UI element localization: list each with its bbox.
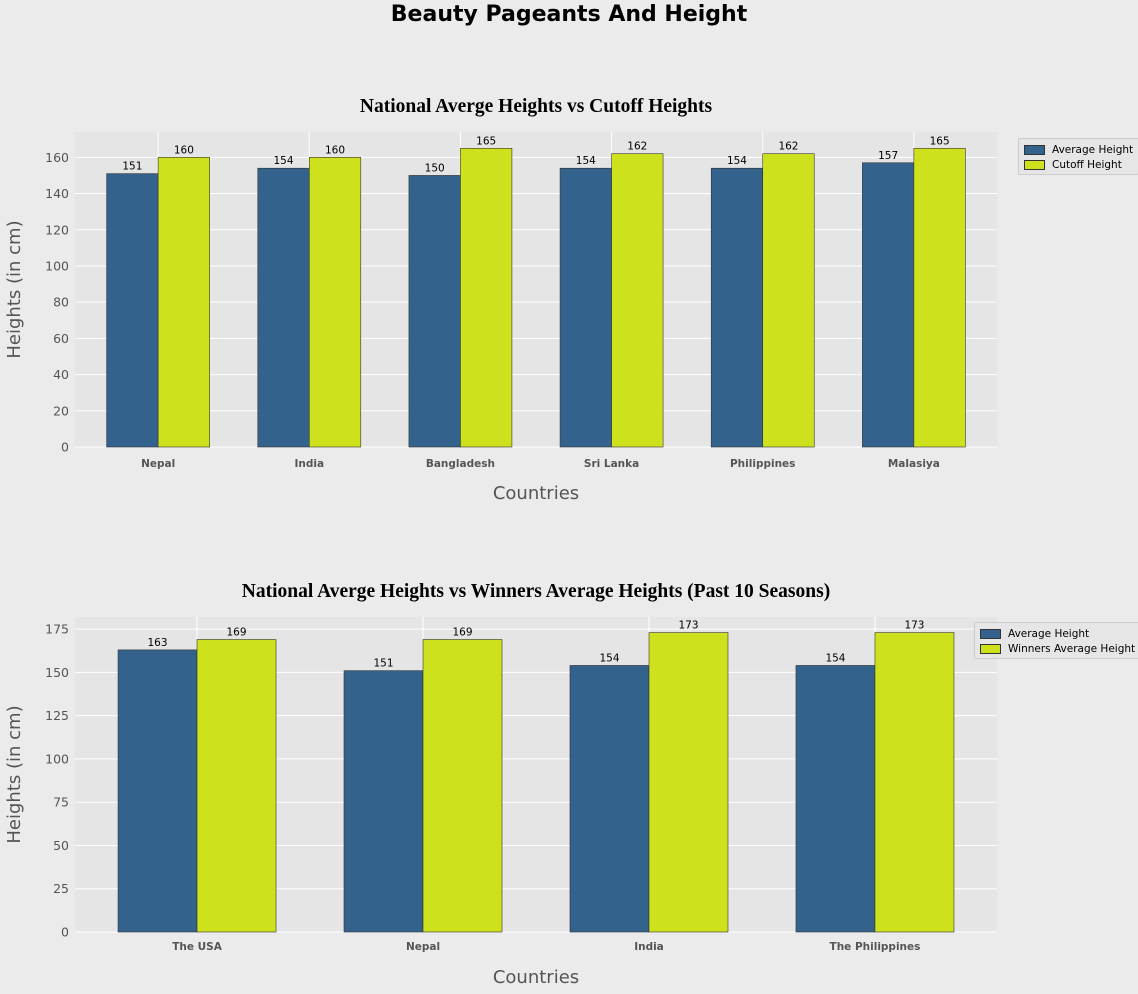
bar-value-label: 169	[227, 627, 247, 639]
chart-title: National Averge Heights vs Cutoff Height…	[360, 96, 713, 117]
y-tick-label: 40	[53, 367, 69, 382]
bar-value-label: 154	[576, 155, 596, 167]
y-tick-label: 50	[53, 838, 69, 853]
x-axis-label: Countries	[493, 483, 579, 504]
bar	[762, 153, 815, 448]
x-tick-label: India	[634, 941, 664, 953]
bar-value-label: 154	[274, 155, 294, 167]
y-tick-label: 0	[61, 440, 69, 455]
bar-value-label: 169	[452, 627, 472, 639]
legend-entry-average-height: Average Height	[980, 626, 1135, 641]
legend-entry-average-height: Average Height	[1024, 142, 1133, 157]
legend-entry-winners-average-height: Winners Average Height	[980, 641, 1135, 656]
x-tick-label: Nepal	[406, 941, 440, 953]
bar	[106, 173, 159, 448]
legend-entry-cutoff-height: Cutoff Height	[1024, 157, 1133, 172]
y-tick-label: 175	[45, 622, 69, 637]
y-axis-label: Heights (in cm)	[4, 705, 25, 843]
bar	[795, 665, 876, 933]
y-tick-label: 20	[53, 403, 69, 418]
y-tick-label: 100	[45, 751, 69, 766]
x-tick-label: Bangladesh	[426, 458, 495, 470]
chart-1-legend: Average Height Cutoff Height	[1018, 138, 1138, 175]
chart-2-legend: Average Height Winners Average Height	[974, 622, 1138, 659]
bar-value-label: 165	[476, 135, 496, 147]
bar	[862, 162, 915, 448]
bar	[913, 147, 966, 448]
x-axis-label: Countries	[493, 967, 579, 988]
bar	[157, 157, 210, 448]
bar	[422, 639, 503, 933]
y-tick-label: 125	[45, 708, 69, 723]
y-tick-label: 0	[61, 925, 69, 940]
y-tick-label: 140	[45, 186, 69, 201]
bar	[611, 153, 664, 448]
x-tick-label: Nepal	[141, 458, 175, 470]
bar-value-label: 160	[325, 144, 345, 156]
x-tick-label: Sri Lanka	[584, 458, 639, 470]
bar	[569, 665, 650, 933]
legend-label: Cutoff Height	[1052, 158, 1122, 171]
bar-value-label: 150	[425, 162, 445, 174]
x-tick-label: India	[294, 458, 324, 470]
bar-value-label: 160	[174, 144, 194, 156]
x-tick-label: Malasiya	[888, 458, 940, 470]
bar-value-label: 154	[599, 652, 619, 664]
bar	[343, 670, 424, 933]
legend-swatch-winners	[980, 643, 1001, 654]
bar	[559, 167, 612, 448]
legend-label: Average Height	[1052, 143, 1134, 156]
bar-value-label: 154	[825, 652, 845, 664]
y-tick-label: 75	[53, 795, 69, 810]
y-tick-label: 60	[53, 331, 69, 346]
bar	[257, 167, 310, 448]
bar-value-label: 173	[904, 620, 924, 632]
figure-title: Beauty Pageants And Height	[390, 2, 748, 27]
bar	[308, 157, 362, 448]
legend-swatch-average	[980, 628, 1001, 639]
y-axis-label: Heights (in cm)	[4, 220, 25, 358]
legend-label: Average Height	[1008, 627, 1090, 640]
bar-value-label: 151	[373, 658, 393, 670]
bar-value-label: 154	[727, 155, 747, 167]
bar	[196, 639, 277, 933]
x-tick-label: The Philippines	[830, 941, 921, 953]
bar-value-label: 173	[678, 620, 698, 632]
bar-value-label: 163	[148, 637, 168, 649]
plot-area	[75, 132, 997, 447]
bar	[460, 147, 513, 448]
y-tick-label: 25	[53, 881, 69, 896]
y-tick-label: 160	[45, 150, 69, 165]
legend-label: Winners Average Height	[1008, 642, 1136, 655]
x-tick-label: Philippines	[730, 458, 795, 470]
x-tick-label: The USA	[172, 941, 223, 953]
bar-value-label: 162	[778, 141, 798, 153]
bar-value-label: 157	[878, 150, 898, 162]
bar-value-label: 151	[122, 161, 142, 173]
bar	[648, 632, 729, 933]
bar	[408, 175, 461, 448]
chart-title: National Averge Heights vs Winners Avera…	[242, 581, 830, 602]
bar	[117, 649, 198, 933]
legend-swatch-average	[1024, 144, 1045, 155]
bar-value-label: 162	[627, 141, 647, 153]
y-tick-label: 80	[53, 295, 69, 310]
bar	[874, 632, 955, 933]
y-tick-label: 120	[45, 222, 69, 237]
legend-swatch-cutoff	[1024, 159, 1045, 170]
y-tick-label: 100	[45, 258, 69, 273]
bar-value-label: 165	[930, 135, 950, 147]
y-tick-label: 150	[45, 665, 69, 680]
bar	[710, 167, 764, 448]
